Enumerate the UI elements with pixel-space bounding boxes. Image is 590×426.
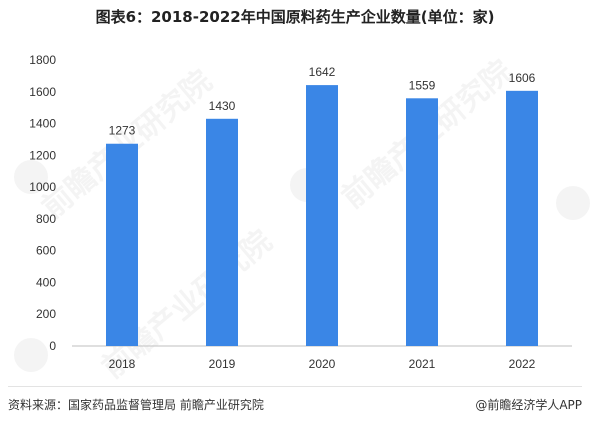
- credit-note: @前瞻经济学人APP: [475, 398, 582, 412]
- bar: [406, 98, 438, 346]
- y-tick-label: 1800: [29, 53, 56, 67]
- y-tick-label: 0: [49, 339, 56, 353]
- bar: [506, 90, 538, 346]
- data-label: 1430: [209, 99, 236, 113]
- y-tick-label: 1600: [29, 85, 56, 99]
- y-tick-label: 400: [36, 275, 56, 289]
- x-tick-label: 2020: [309, 357, 336, 371]
- data-label: 1606: [509, 71, 536, 85]
- y-tick-label: 1400: [29, 117, 56, 131]
- data-label: 1559: [409, 78, 436, 92]
- y-tick-label: 600: [36, 244, 56, 258]
- x-tick-label: 2022: [509, 357, 536, 371]
- y-tick-label: 1200: [29, 148, 56, 162]
- data-label: 1273: [109, 124, 136, 138]
- bar: [206, 118, 238, 347]
- y-tick-label: 200: [36, 307, 56, 321]
- data-label: 1642: [309, 65, 336, 79]
- bar: [106, 143, 138, 346]
- bar-chart: 0 200 400 600 800 1000 1200 1400 1600 1800 1273 201…: [29, 53, 572, 371]
- bar: [306, 85, 338, 347]
- chart-title: 图表6：2018-2022年中国原料药生产企业数量(单位：家): [95, 8, 495, 26]
- y-tick-label: 800: [36, 212, 56, 226]
- x-tick-label: 2019: [209, 357, 236, 371]
- x-tick-label: 2021: [409, 357, 436, 371]
- footer-divider: [8, 386, 582, 387]
- y-tick-label: 1000: [29, 180, 56, 194]
- source-note: 资料来源：国家药品监督管理局 前瞻产业研究院: [8, 398, 264, 412]
- footer: 资料来源：国家药品监督管理局 前瞻产业研究院 @前瞻经济学人APP: [0, 392, 590, 416]
- x-tick-label: 2018: [109, 357, 136, 371]
